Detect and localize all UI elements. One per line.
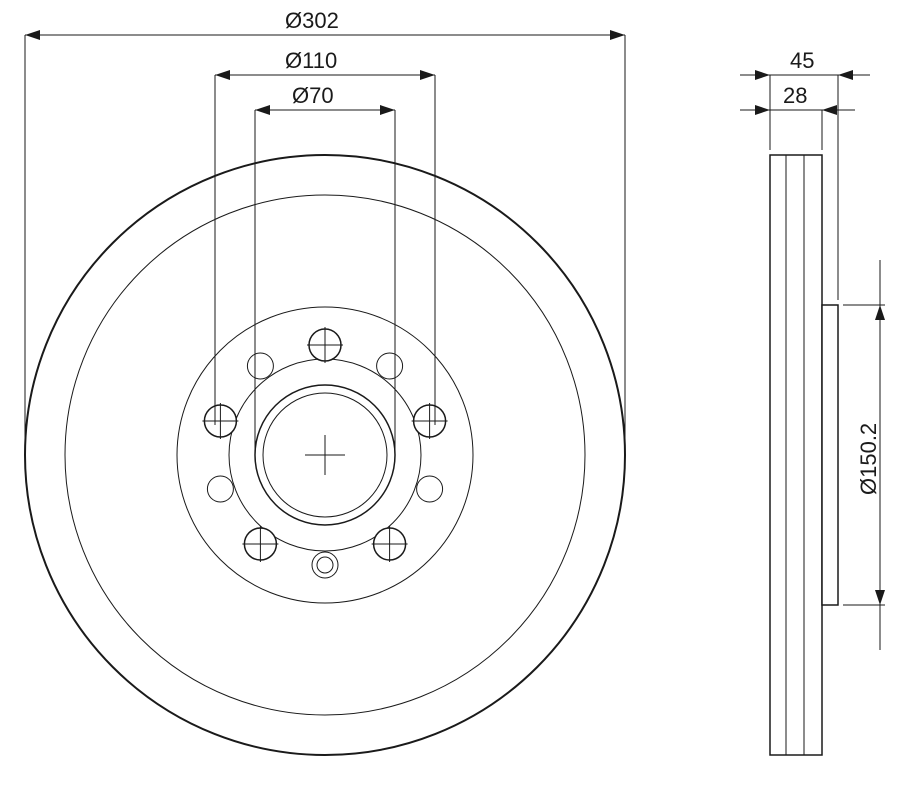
dim-d150-label: Ø150.2 bbox=[856, 423, 881, 495]
dimension-d150: Ø150.2 bbox=[843, 260, 885, 650]
dim-d110-label: Ø110 bbox=[285, 48, 337, 73]
dim-d302-label: Ø302 bbox=[285, 8, 339, 33]
front-view bbox=[25, 155, 625, 755]
dim-d70-label: Ø70 bbox=[292, 83, 334, 108]
side-view bbox=[770, 155, 838, 755]
dim-w45-label: 45 bbox=[790, 48, 814, 73]
dim-w28-label: 28 bbox=[783, 83, 807, 108]
engineering-drawing: Ø302 Ø110 Ø70 45 28 bbox=[0, 0, 900, 805]
